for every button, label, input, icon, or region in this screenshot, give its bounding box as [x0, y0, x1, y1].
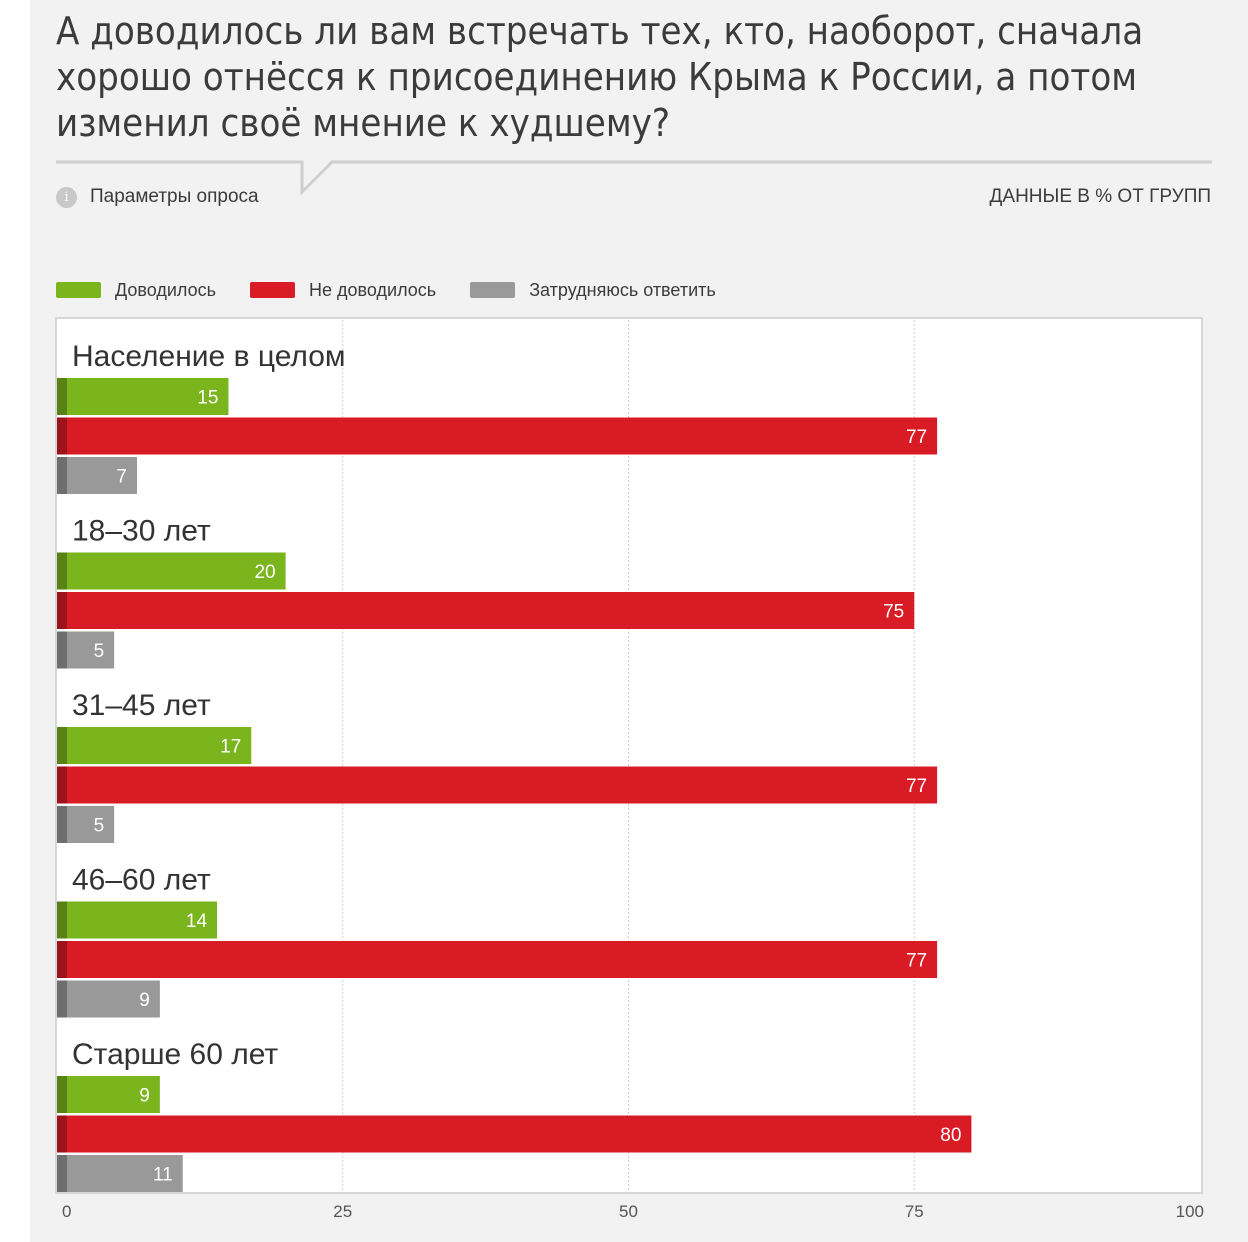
bar — [57, 592, 915, 629]
bar — [57, 901, 218, 939]
data-label: 17 — [220, 737, 241, 758]
category-label: Население в целом — [72, 340, 346, 373]
legend-swatch-gray — [470, 282, 516, 298]
data-label: 20 — [254, 562, 275, 583]
data-label: 80 — [940, 1125, 961, 1146]
info-icon[interactable]: i — [56, 187, 77, 208]
data-label: 14 — [186, 911, 208, 932]
category-label: Старше 60 лет — [72, 1038, 278, 1071]
bar — [57, 727, 252, 764]
bar-stub — [57, 727, 67, 764]
bar — [57, 552, 286, 590]
data-label: 9 — [139, 1086, 150, 1107]
bar-stub — [57, 806, 67, 843]
bar — [57, 417, 938, 455]
bar-stub — [57, 457, 67, 494]
title-divider — [56, 160, 1212, 196]
bar-stub — [57, 378, 67, 415]
bar-stub — [57, 1076, 67, 1113]
data-label: 77 — [906, 776, 927, 797]
tick-label: 0 — [62, 1202, 71, 1221]
tick-label: 25 — [333, 1202, 352, 1221]
legend-item-yes: Доводилось — [56, 280, 216, 301]
data-label: 75 — [883, 602, 904, 623]
data-label: 5 — [94, 641, 105, 662]
data-label: 5 — [94, 816, 105, 837]
category-label: 46–60 лет — [72, 864, 211, 897]
tick-label: 50 — [619, 1202, 638, 1221]
data-label: 77 — [906, 951, 927, 972]
page-title: А доводилось ли вам встречать тех, кто, … — [56, 9, 1144, 145]
data-label: 15 — [197, 388, 218, 409]
bar — [57, 941, 938, 978]
legend-label: Не доводилось — [309, 279, 437, 300]
tick-label: 75 — [905, 1202, 924, 1221]
legend-label: Затрудняюсь ответить — [529, 279, 716, 300]
bar — [57, 457, 138, 494]
data-label: 11 — [153, 1165, 173, 1186]
bar-stub — [57, 631, 67, 669]
legend-swatch-red — [250, 282, 296, 298]
legend: Доводилось Не доводилось Затрудняюсь отв… — [56, 278, 750, 302]
bar — [57, 1155, 183, 1192]
legend-label: Доводилось — [115, 279, 217, 300]
bar-stub — [57, 552, 67, 590]
data-label: 77 — [906, 427, 927, 448]
bar-stub — [57, 941, 67, 978]
category-label: 18–30 лет — [72, 515, 211, 548]
bar — [57, 980, 160, 1018]
bar — [57, 1115, 972, 1153]
units-label: ДАННЫЕ В % ОТ ГРУПП — [989, 186, 1211, 207]
legend-item-unsure: Затрудняюсь ответить — [470, 280, 716, 301]
bar-stub — [57, 1155, 67, 1192]
bar-stub — [57, 592, 67, 629]
bar — [57, 1076, 160, 1113]
legend-swatch-green — [56, 282, 101, 298]
bar-stub — [57, 980, 67, 1018]
category-label: 31–45 лет — [72, 689, 211, 722]
tick-label: 100 — [1176, 1202, 1204, 1221]
bar — [57, 766, 938, 804]
data-label: 9 — [139, 990, 150, 1011]
bar — [57, 378, 229, 415]
bar-stub — [57, 766, 67, 804]
legend-item-no: Не доводилось — [250, 280, 436, 301]
survey-params-link[interactable]: Параметры опроса — [90, 186, 259, 207]
bar-stub — [57, 417, 67, 455]
bar-stub — [57, 901, 67, 939]
data-label: 7 — [116, 467, 127, 488]
bar-stub — [57, 1115, 67, 1153]
